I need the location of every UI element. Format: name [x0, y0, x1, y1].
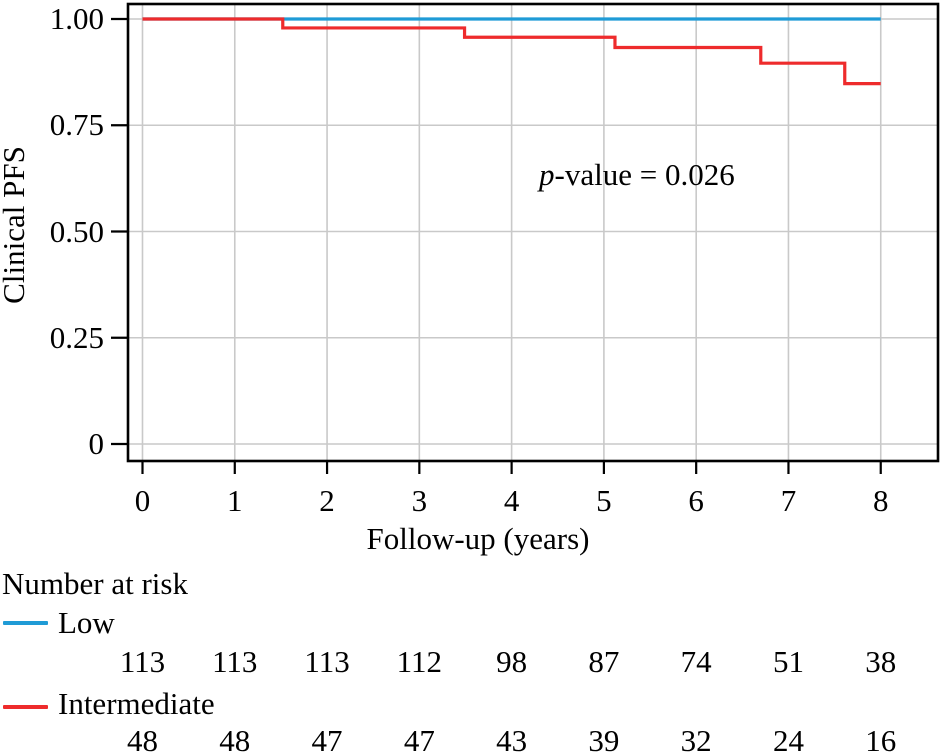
- x-tick-label: 1: [227, 483, 243, 518]
- risk-count: 47: [311, 723, 343, 755]
- x-tick-label: 8: [872, 483, 889, 518]
- x-tick-label: 4: [503, 483, 520, 518]
- risk-count: 43: [496, 723, 528, 755]
- risk-count: 24: [772, 723, 804, 755]
- y-tick-label: 0: [88, 426, 105, 461]
- x-axis-title: Follow-up (years): [366, 521, 590, 556]
- y-tick-label: 0.25: [49, 319, 104, 355]
- x-tick-label: 0: [134, 483, 151, 518]
- risk-count: 38: [865, 644, 897, 679]
- risk-count: 112: [396, 644, 442, 679]
- risk-count: 16: [865, 723, 897, 755]
- p-value-text: -value = 0.026: [554, 157, 735, 192]
- x-tick-label: 7: [780, 483, 797, 518]
- risk-count: 32: [680, 723, 712, 755]
- number-at-risk-heading: Number at risk: [2, 566, 188, 601]
- x-tick-label: 3: [411, 483, 428, 518]
- y-tick-label: 0.50: [49, 213, 104, 249]
- legend-swatch-intermediate: [3, 705, 48, 709]
- plot-border: [126, 2, 940, 463]
- risk-count: 39: [588, 723, 620, 755]
- p-value-italic-p: p: [539, 157, 555, 192]
- risk-count: 98: [496, 644, 528, 679]
- legend-swatch-low: [3, 621, 48, 625]
- x-tick-label: 6: [688, 483, 704, 518]
- x-tick-label: 5: [596, 483, 612, 518]
- y-tick-label: 1.00: [49, 1, 104, 36]
- risk-count: 113: [212, 644, 258, 679]
- risk-count: 87: [588, 644, 620, 679]
- p-value-annotation: p-value = 0.026: [539, 157, 735, 193]
- risk-count: 48: [127, 723, 158, 755]
- risk-count: 113: [304, 644, 350, 679]
- risk-count: 74: [680, 644, 712, 679]
- risk-count: 48: [219, 723, 251, 755]
- series-line-intermediate: [142, 17, 881, 86]
- risk-count: 51: [772, 644, 804, 679]
- risk-count: 47: [403, 723, 435, 755]
- legend-label-low: Low: [58, 605, 115, 640]
- y-tick-label: 0.75: [49, 107, 104, 143]
- risk-count: 113: [119, 644, 166, 679]
- legend-label-intermediate: Intermediate: [58, 686, 215, 721]
- x-tick-label: 2: [319, 483, 335, 518]
